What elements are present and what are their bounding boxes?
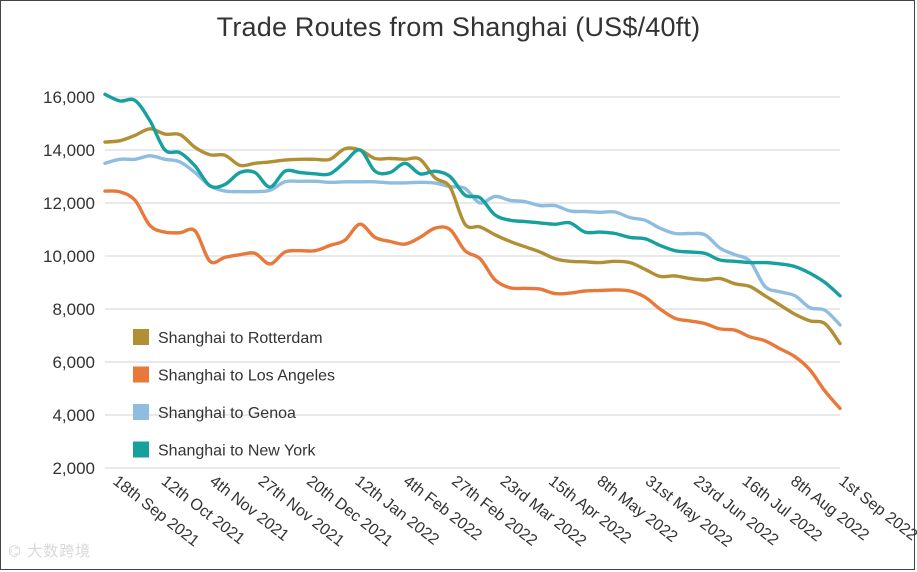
x-tick-label: 23rd Mar 2022 [497,473,590,551]
legend: Shanghai to Rotterdam Shanghai to Los Ang… [133,329,335,460]
legend-label: Shanghai to Rotterdam [158,330,323,347]
x-tick-label: 31st May 2022 [642,473,735,551]
legend-swatch [133,329,149,345]
legend-label: Shanghai to New York [158,443,316,460]
y-tick-label: 8,000 [52,300,95,319]
x-tick-label: 18th Sep 2021 [110,473,203,551]
legend-swatch [133,366,149,383]
legend-label: Shanghai to Genoa [158,405,296,422]
legend-swatch [133,441,149,458]
y-tick-label: 4,000 [52,406,95,425]
y-tick-label: 10,000 [43,247,95,266]
y-tick-label: 2,000 [52,459,95,478]
y-tick-label: 16,000 [43,88,95,107]
series-line-shanghai-to-genoa [103,154,842,327]
chart-title: Trade Routes from Shanghai (US$/40ft) [216,12,701,42]
x-tick-label: 20th Dec 2021 [303,473,396,551]
series-line-shanghai-to-new-york [103,92,842,298]
series-lines [103,92,842,411]
y-tick-label: 12,000 [43,194,95,213]
x-tick-label: 27th Nov 2021 [255,473,348,551]
y-axis-ticks: 16,000 14,000 12,000 10,000 8,000 6,000 4,000 2… [43,88,95,478]
x-tick-label: 27th Feb 2022 [448,473,540,550]
legend-swatch [133,404,149,420]
y-tick-label: 14,000 [43,141,95,160]
y-tick-label: 6,000 [52,353,95,372]
x-tick-label: 12th Oct 2021 [158,473,248,548]
gridlines [105,96,840,469]
x-tick-label: 12th Jan 2022 [352,473,442,549]
x-tick-label: 15th Apr 2022 [545,473,634,548]
watermark: ⌬ 大数跨境 [8,540,91,561]
series-line-shanghai-to-rotterdam [103,127,842,346]
x-tick-label: 23rd Jun 2022 [690,473,781,549]
legend-label: Shanghai to Los Angeles [158,368,335,385]
x-tick-label: 1st Sep 2022 [836,473,917,545]
watermark-logo-icon: ⌬ [8,543,23,560]
series-line-shanghai-to-los-angeles [103,189,842,411]
watermark-text: 大数跨境 [27,543,92,560]
